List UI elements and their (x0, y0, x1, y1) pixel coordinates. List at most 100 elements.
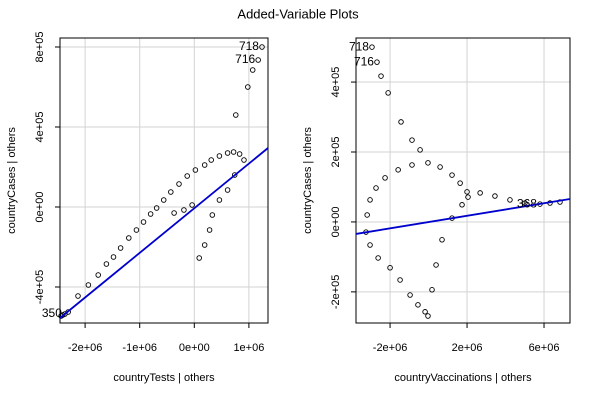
x-tick-label: 1e+06 (233, 342, 264, 354)
point-label: 368 (517, 196, 537, 210)
point (126, 235, 132, 241)
point (415, 302, 421, 308)
point (382, 175, 388, 181)
point (85, 282, 92, 288)
y-tick-label: -2e+05 (330, 275, 342, 310)
y-axis-label: countryCases | others (302, 127, 314, 234)
point (433, 262, 439, 268)
point (236, 151, 243, 157)
point (231, 172, 238, 178)
point (449, 172, 455, 178)
y-tick-label: -4e+05 (34, 270, 46, 305)
point (397, 277, 403, 283)
x-tick-label: -2e+06 (373, 342, 408, 354)
point (437, 164, 443, 170)
point (201, 242, 208, 248)
y-tick-label: 0e+00 (330, 206, 342, 237)
point (201, 162, 208, 168)
point-label: 718 (349, 39, 369, 53)
point (367, 197, 373, 203)
point (425, 160, 431, 166)
point (208, 157, 214, 163)
point (160, 197, 167, 203)
point (374, 59, 380, 65)
point (417, 147, 423, 153)
point-label: 716 (354, 54, 374, 68)
x-tick-label: 6e+06 (529, 342, 560, 354)
point (439, 237, 445, 243)
point (378, 73, 384, 79)
point (364, 212, 370, 218)
point (429, 287, 435, 293)
point (206, 227, 213, 233)
point (196, 255, 202, 261)
x-tick-label: 0e+00 (179, 342, 210, 354)
point (369, 44, 375, 50)
point (95, 272, 101, 278)
point (457, 180, 463, 186)
point (507, 197, 513, 203)
x-axis-label: countryTests | others (113, 372, 215, 384)
point-label: 350 (42, 306, 62, 320)
point (367, 242, 373, 248)
point (110, 254, 117, 260)
point (176, 181, 182, 187)
point (209, 212, 216, 218)
point (245, 84, 251, 90)
point (492, 193, 498, 199)
point (387, 264, 393, 271)
point (464, 189, 470, 195)
point (216, 197, 223, 203)
point (75, 293, 81, 299)
point (409, 162, 415, 168)
point (147, 211, 154, 217)
point (103, 261, 110, 267)
point (133, 227, 140, 233)
point (184, 173, 190, 179)
point (192, 167, 199, 173)
x-tick-label: 2e+06 (452, 342, 483, 354)
point (224, 150, 231, 156)
point (249, 67, 256, 73)
point (373, 185, 379, 191)
y-tick-label: 4e+05 (34, 112, 46, 143)
point (171, 210, 177, 216)
y-tick-label: 4e+05 (330, 67, 342, 98)
point (153, 205, 160, 211)
fit-line (59, 147, 269, 319)
x-tick-label: -2e+06 (68, 342, 103, 354)
figure-title: Added-Variable Plots (237, 6, 359, 21)
point (230, 149, 237, 155)
point (216, 153, 223, 159)
y-tick-label: 0e+00 (34, 192, 46, 223)
plot-frame (355, 37, 571, 324)
point (385, 90, 391, 96)
point (375, 255, 381, 261)
point (422, 309, 428, 315)
y-axis-label: countryCases | others (6, 127, 18, 234)
plot-frame (59, 37, 269, 324)
point (459, 202, 465, 208)
point (189, 202, 195, 208)
point (465, 194, 471, 200)
point (409, 137, 415, 143)
x-tick-label: -1e+06 (122, 342, 157, 354)
point (395, 167, 401, 173)
point (425, 313, 431, 319)
point (522, 200, 528, 206)
point (255, 57, 261, 63)
point (65, 309, 71, 315)
point (233, 112, 239, 118)
point (407, 292, 413, 298)
point (117, 245, 124, 251)
x-axis-label: countryVaccinations | others (394, 372, 532, 384)
point (398, 119, 404, 125)
point (477, 190, 483, 196)
point (140, 219, 147, 225)
point (168, 189, 174, 195)
fit-line (355, 198, 571, 235)
y-tick-label: 8e+05 (34, 32, 46, 63)
point (181, 207, 187, 213)
